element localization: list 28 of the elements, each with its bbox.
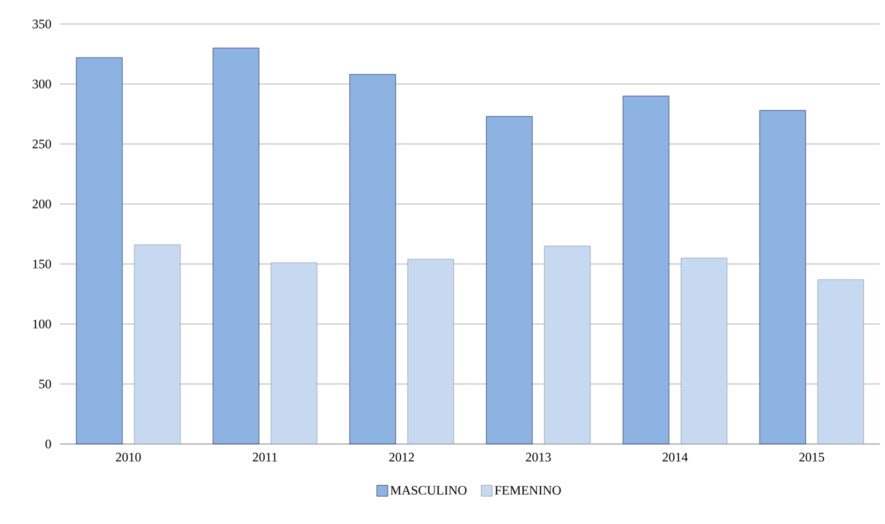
legend-label: MASCULINO <box>390 486 467 495</box>
y-tick-label: 50 <box>39 380 51 388</box>
bar <box>76 57 123 444</box>
y-tick-label: 250 <box>32 140 51 148</box>
bar <box>759 110 806 444</box>
y-tick-label: 350 <box>32 20 51 28</box>
bar <box>270 262 318 444</box>
x-tick-label: 2015 <box>799 452 824 462</box>
bar <box>349 74 396 444</box>
x-tick-label: 2010 <box>116 452 141 462</box>
y-tick-label: 300 <box>32 80 51 88</box>
x-tick-label: 2013 <box>526 452 551 462</box>
bar <box>134 244 181 444</box>
x-tick-label: 2012 <box>389 452 414 462</box>
bar <box>212 48 260 444</box>
y-tick-label: 0 <box>46 440 51 448</box>
bar <box>622 96 670 444</box>
y-tick-label: 100 <box>33 320 51 328</box>
y-tick-label: 200 <box>32 200 51 208</box>
x-tick-label: 2014 <box>662 452 688 462</box>
legend-label: FEMENINO <box>494 486 561 495</box>
bar <box>486 116 533 444</box>
bar <box>407 258 454 444</box>
x-tick-label: 2011 <box>252 452 277 462</box>
bar <box>817 279 864 444</box>
y-tick-label: 150 <box>33 260 51 268</box>
bar <box>544 246 591 444</box>
bar <box>680 258 728 444</box>
